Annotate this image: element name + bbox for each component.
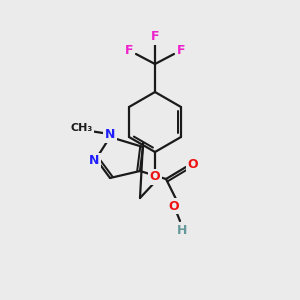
Text: O: O [188, 158, 198, 170]
Text: O: O [169, 200, 179, 212]
Text: F: F [151, 31, 159, 44]
Text: F: F [177, 44, 185, 56]
Text: H: H [177, 224, 187, 236]
Text: F: F [125, 44, 133, 56]
Text: CH₃: CH₃ [71, 123, 93, 133]
Text: N: N [105, 128, 115, 142]
Text: O: O [150, 170, 160, 184]
Text: N: N [89, 154, 99, 167]
